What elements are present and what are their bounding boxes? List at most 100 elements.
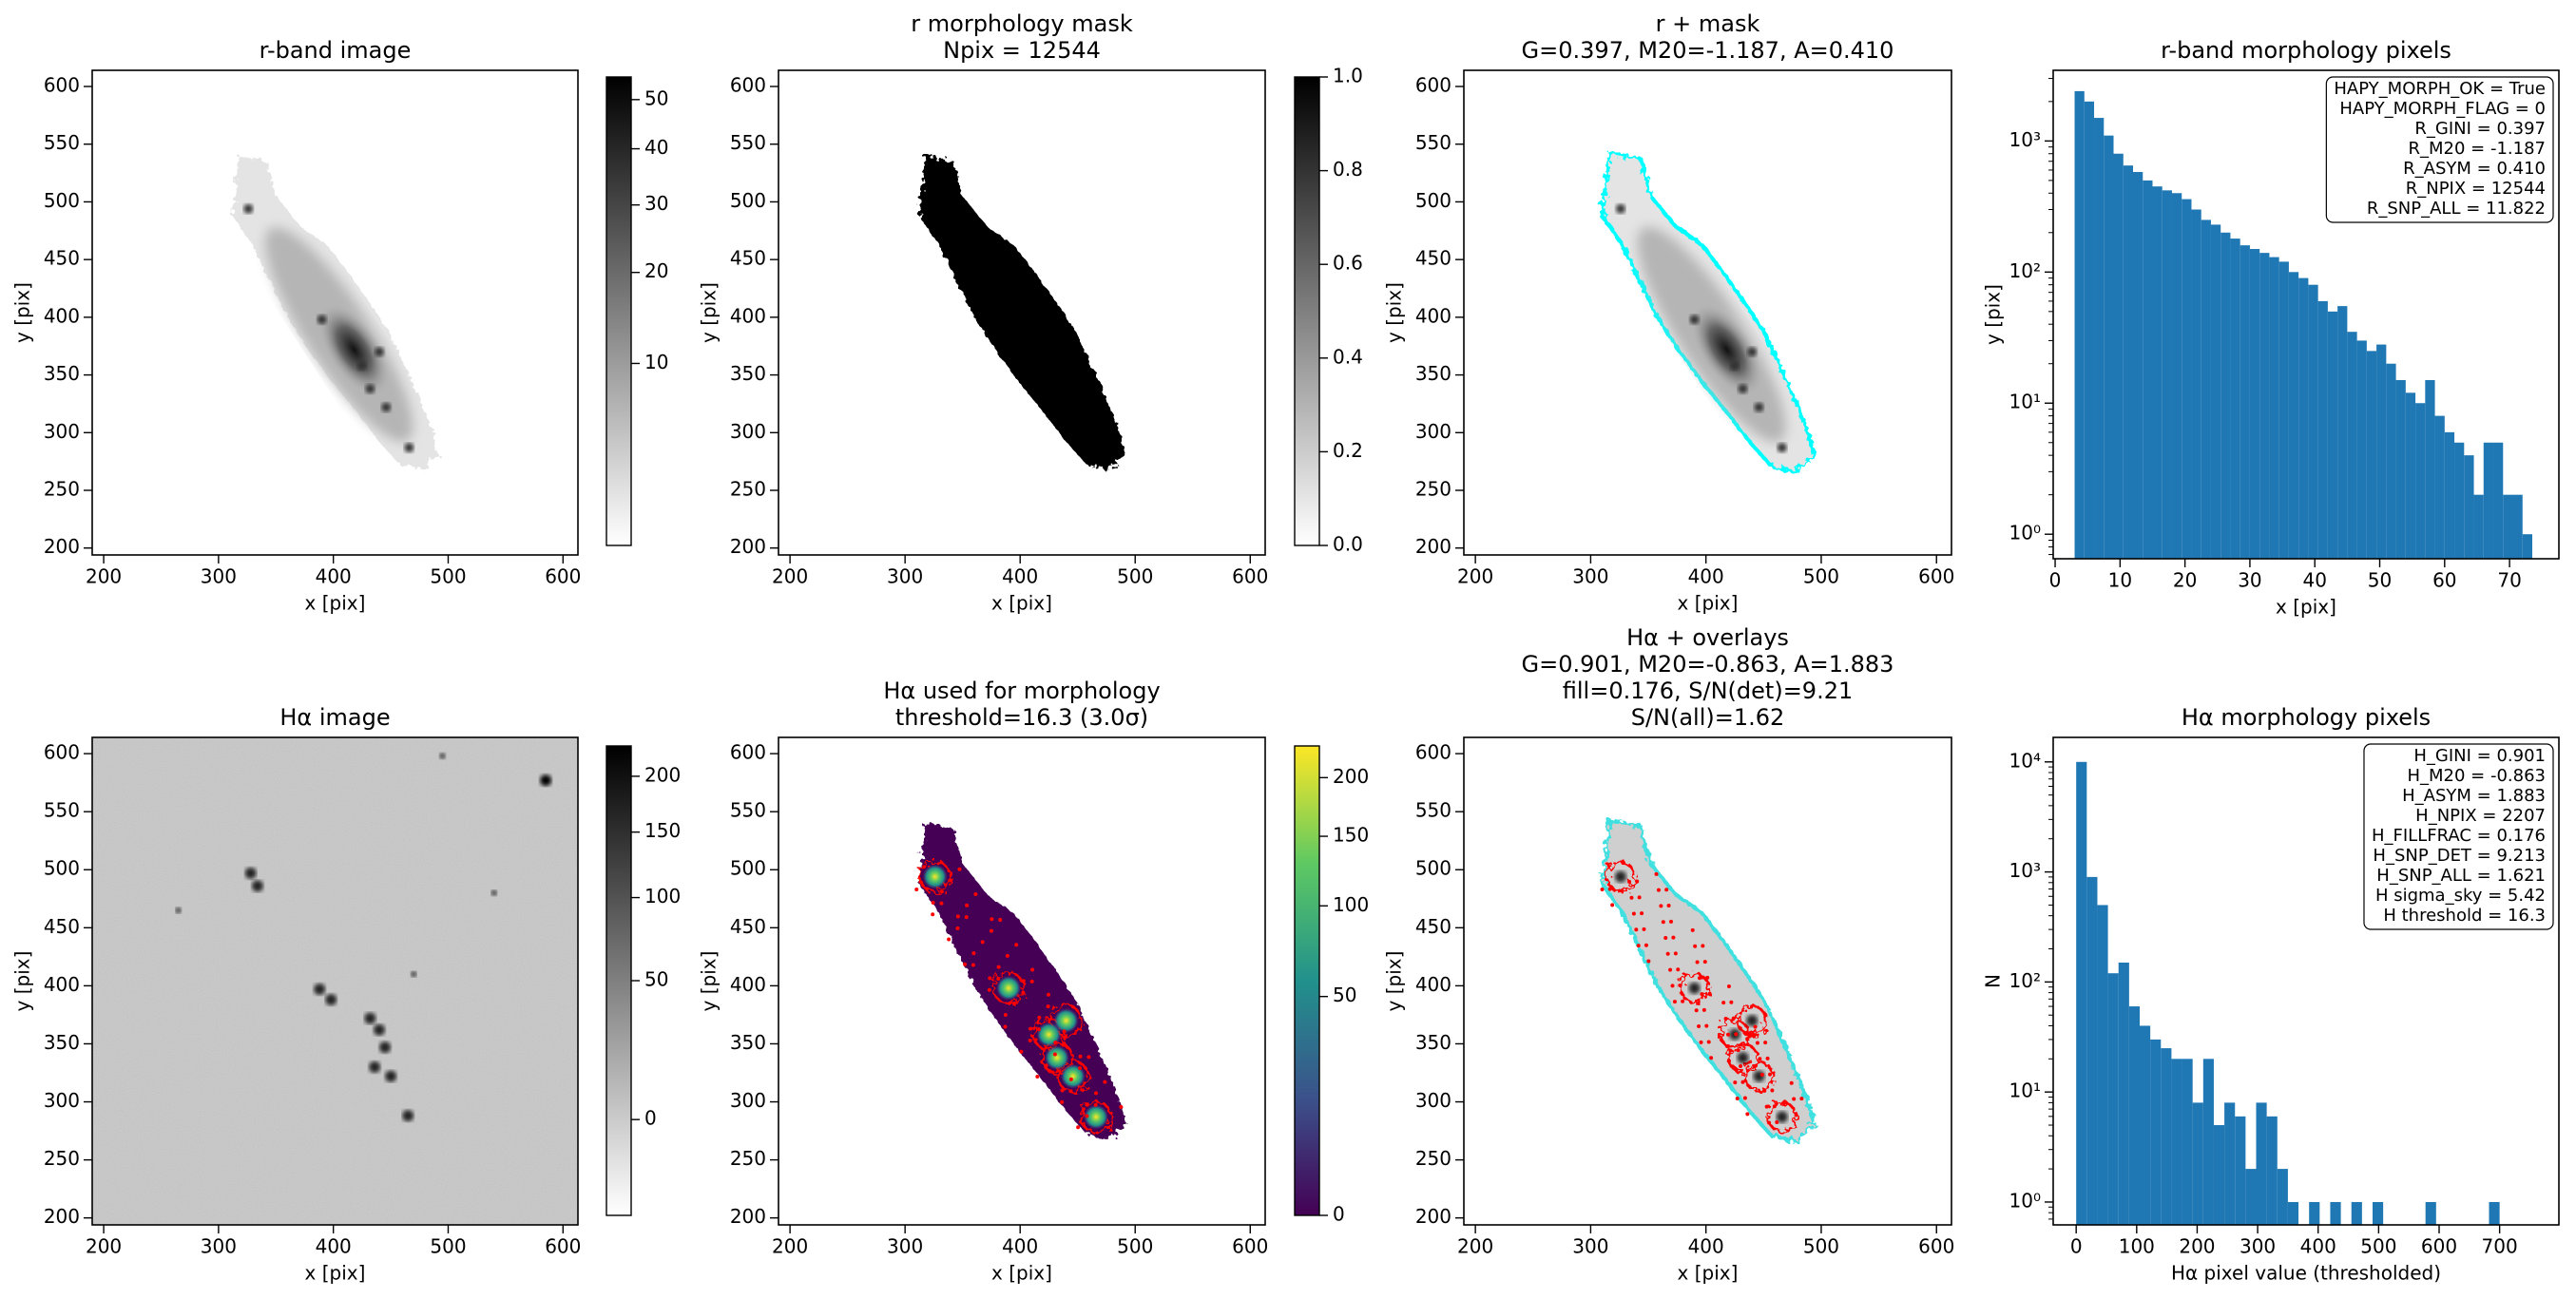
- y-tick-label: 600: [730, 741, 766, 764]
- speck: [1044, 1063, 1048, 1068]
- speck: [1770, 1088, 1775, 1093]
- speck: [1699, 1040, 1703, 1044]
- speck: [939, 889, 944, 894]
- x-tick-label: 40: [2302, 569, 2326, 592]
- y-tick-label: 400: [730, 304, 766, 327]
- speck: [1028, 1038, 1032, 1042]
- bar: [2464, 455, 2474, 559]
- speck: [1758, 1057, 1762, 1061]
- speck: [1610, 903, 1615, 907]
- speck: [1765, 1056, 1770, 1060]
- bar: [2133, 171, 2143, 559]
- speck: [1767, 1072, 1772, 1077]
- speck: [971, 951, 976, 956]
- bright-spot: [996, 975, 1022, 1001]
- panel: 200 300 400 500 6002002503003504004505005506…: [1383, 624, 1955, 1285]
- y-tick-label: 450: [44, 915, 80, 938]
- speck: [1078, 1066, 1083, 1071]
- x-tick-label: 300: [887, 1235, 923, 1258]
- x-tick-label: 200: [86, 565, 122, 588]
- bright-spot: [922, 864, 948, 889]
- colorbar-tick-label: 50: [644, 968, 668, 991]
- annotation-line: H_GINI = 0.901: [2413, 746, 2546, 766]
- annotation-box: [2325, 76, 2554, 223]
- panel: 200 300 400 500 6002002503003504004505005506…: [1383, 10, 1955, 615]
- x-axis-label: Hα pixel value (thresholded): [2171, 1262, 2441, 1285]
- bar: [2317, 300, 2328, 559]
- speck: [1668, 967, 1673, 972]
- detection: [1079, 1100, 1113, 1134]
- bar: [2415, 403, 2426, 559]
- source: [325, 994, 337, 1006]
- x-tick-label: 400: [1688, 1235, 1724, 1258]
- y-tick-label: 350: [730, 1031, 766, 1054]
- bar: [2298, 277, 2309, 559]
- panel: 0 10 20 30 40 50 60 70 10⁰ 10¹ 10² 10³ x [pix] y [pix…: [1982, 37, 2560, 619]
- x-axis-label: x [pix]: [2276, 596, 2336, 619]
- bar: [2434, 415, 2445, 559]
- detection: [1679, 972, 1711, 1004]
- bar: [2489, 1201, 2500, 1225]
- panel-title: Npix = 12544: [943, 37, 1101, 64]
- plot-area: [1600, 151, 1817, 474]
- speck: [1767, 1120, 1772, 1125]
- y-tick-label: 400: [44, 304, 80, 327]
- x-tick-label: 200: [1457, 1235, 1493, 1258]
- bar: [2522, 534, 2532, 559]
- y-tick-label: 600: [44, 74, 80, 97]
- x-tick-label: 50: [2368, 569, 2392, 592]
- speck: [1631, 911, 1636, 916]
- speck: [1076, 1125, 1081, 1130]
- bar: [2288, 272, 2299, 559]
- y-tick-label: 500: [730, 857, 766, 880]
- x-tick-label: 400: [316, 1235, 352, 1258]
- x-tick-label: 400: [1002, 1235, 1038, 1258]
- y-tick-label: 350: [44, 362, 80, 385]
- source: [1747, 347, 1758, 357]
- galaxy-core: [1691, 303, 1762, 395]
- y-tick-label: 450: [44, 247, 80, 270]
- speck: [955, 914, 960, 919]
- source: [379, 1041, 392, 1054]
- speck: [1060, 1088, 1065, 1093]
- speck: [1736, 1048, 1740, 1053]
- bar: [2256, 1102, 2267, 1225]
- speck: [1635, 879, 1640, 884]
- x-tick-label: 70: [2497, 569, 2521, 592]
- bar: [2171, 193, 2182, 559]
- panel-title: r morphology mask: [911, 10, 1133, 37]
- y-tick-label: 300: [44, 420, 80, 443]
- panel: 200 300 400 500 6002002503003504004505005506…: [698, 678, 1370, 1285]
- speck: [973, 891, 978, 896]
- speck: [1021, 979, 1026, 984]
- bar: [2395, 379, 2406, 559]
- speck: [1037, 1015, 1042, 1020]
- speck: [1062, 1029, 1067, 1034]
- source: [381, 402, 392, 412]
- y-axis-label: y [pix]: [698, 282, 721, 343]
- bar: [2493, 442, 2504, 559]
- y-tick-label: 250: [44, 1147, 80, 1170]
- bar: [2287, 1201, 2299, 1225]
- speck: [1047, 992, 1051, 997]
- speck: [1789, 1080, 1794, 1085]
- plot-area: [92, 737, 578, 1225]
- y-tick-label: 400: [1415, 304, 1451, 327]
- source: [411, 971, 417, 978]
- speck: [1759, 1073, 1764, 1078]
- speck: [1742, 1096, 1747, 1100]
- speck: [949, 878, 953, 883]
- bar: [2249, 249, 2260, 559]
- axes-frame: [778, 736, 1266, 1226]
- panel: 200 300 400 500 6002002503003504004505005506…: [11, 704, 682, 1285]
- speck: [1119, 1104, 1124, 1109]
- bar: [2351, 1201, 2362, 1225]
- source: [251, 880, 263, 892]
- y-tick-label: 10⁰: [2009, 1189, 2041, 1212]
- x-tick-label: 500: [2360, 1235, 2396, 1258]
- y-axis-label: y [pix]: [698, 951, 721, 1012]
- plot-area: [918, 155, 1126, 470]
- speck: [1721, 1001, 1726, 1005]
- speck: [1772, 1104, 1777, 1109]
- speck: [1672, 1000, 1677, 1004]
